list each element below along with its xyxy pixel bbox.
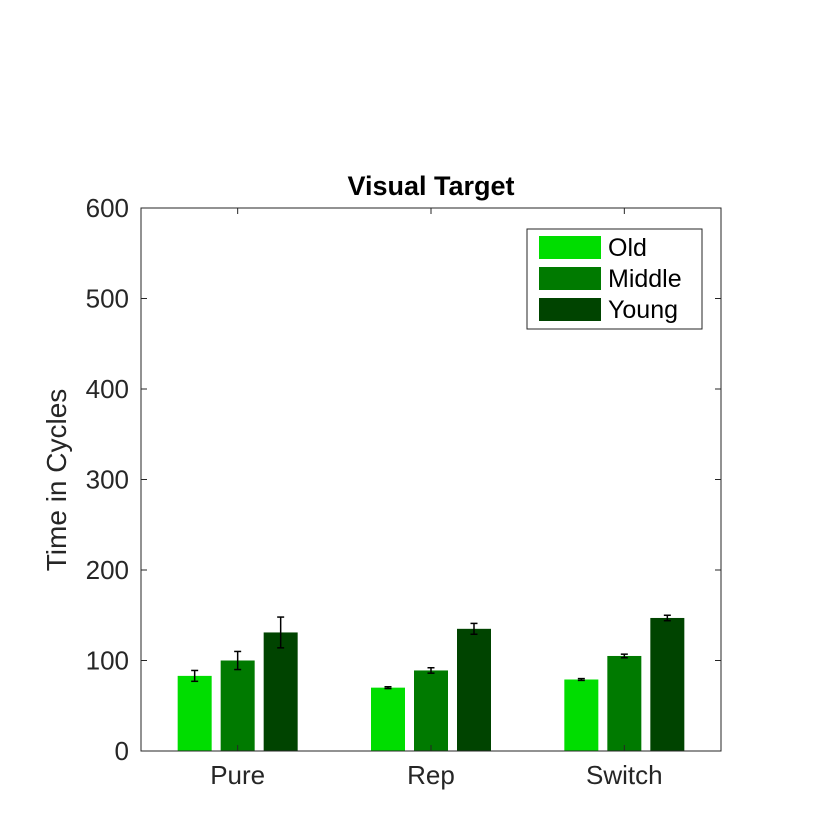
bar [263, 632, 298, 751]
x-tick-label: Pure [210, 760, 265, 790]
y-tick-label: 100 [86, 646, 129, 676]
bar [650, 617, 685, 751]
legend-swatch [539, 236, 601, 259]
chart-title: Visual Target [347, 171, 514, 201]
legend-label: Middle [608, 265, 682, 293]
y-tick-label: 300 [86, 465, 129, 495]
legend-swatch [539, 298, 601, 321]
y-tick-label: 500 [86, 284, 129, 314]
legend: Old Middle Young [526, 228, 703, 330]
bar [371, 687, 405, 751]
bar [607, 655, 642, 751]
y-tick-label: 400 [86, 374, 129, 404]
y-tick-label: 200 [86, 555, 129, 585]
bar [414, 670, 448, 751]
y-tick-label: 600 [86, 193, 129, 223]
legend-swatch [539, 267, 601, 290]
legend-label: Young [608, 296, 678, 324]
legend-label: Old [608, 234, 647, 262]
bar [457, 628, 491, 751]
bar [177, 675, 212, 751]
x-tick-label: Switch [586, 760, 663, 790]
x-tick-label: Rep [407, 760, 455, 790]
bar [220, 660, 255, 751]
y-tick-label: 0 [115, 736, 129, 766]
y-axis-label: Time in Cycles [41, 389, 72, 572]
bar [564, 679, 599, 751]
